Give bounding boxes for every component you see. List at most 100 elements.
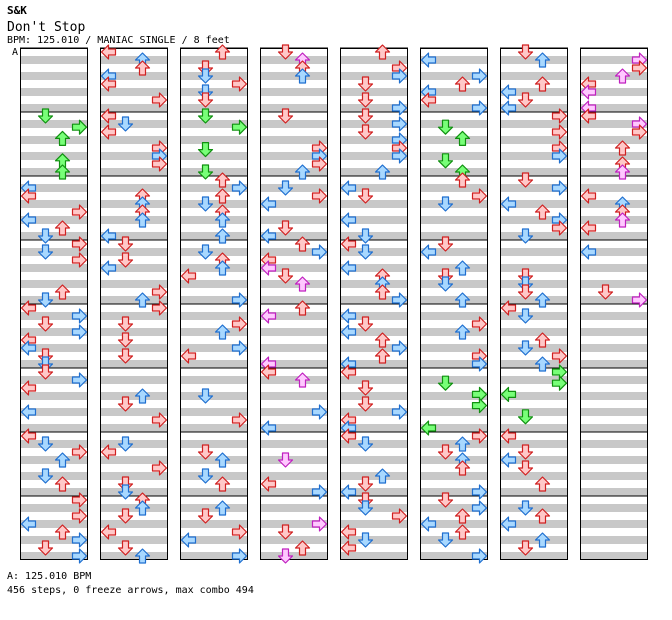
step-arrow-eighth [214,500,231,516]
step-arrow-eighth [231,340,248,356]
step-arrow-triplet [437,153,454,169]
step-arrow-eighth [20,516,37,532]
beat-band [420,168,488,176]
step-arrow-quarter [437,236,454,252]
step-arrow-eighth [54,452,71,468]
step-arrow-eighth [260,196,277,212]
step-arrow-eighth [214,260,231,276]
measure [20,47,88,112]
beat-band [20,536,88,544]
step-arrow-eighth [420,244,437,260]
beat-band [340,392,408,400]
beat-band [500,520,568,528]
step-arrow-quarter [517,172,534,188]
beat-band [340,360,408,368]
beat-band [260,248,328,256]
beat-band [100,104,168,112]
step-arrow-quarter [454,460,471,476]
beat-band [20,56,88,64]
beat-band [180,200,248,208]
beat-band [420,88,488,96]
beat-band [580,456,648,464]
beat-band [340,456,408,464]
beat-band [260,552,328,560]
step-arrow-sixteenth [631,292,648,308]
step-arrow-eighth [197,244,214,260]
measure [580,175,648,240]
step-arrow-eighth [420,52,437,68]
step-arrow-quarter [71,252,88,268]
step-arrow-quarter [117,396,134,412]
step-arrow-eighth [534,356,551,372]
step-arrow-eighth [517,500,534,516]
step-arrow-eighth [391,340,408,356]
step-arrow-quarter [54,476,71,492]
beat-band [260,360,328,368]
column-border [580,48,648,560]
step-arrow-quarter [517,460,534,476]
beat-band [180,456,248,464]
beat-band [180,56,248,64]
beat-band [340,88,408,96]
step-arrow-eighth [134,500,151,516]
beat-band [100,536,168,544]
step-arrow-sixteenth [260,308,277,324]
step-arrow-eighth [357,532,374,548]
step-arrow-eighth [260,228,277,244]
step-arrow-triplet [197,108,214,124]
beat-band [260,296,328,304]
beat-band [340,376,408,384]
step-arrow-quarter [357,188,374,204]
beat-band [340,440,408,448]
beat-band [260,200,328,208]
beat-band [180,408,248,416]
beat-band [260,424,328,432]
step-arrow-quarter [551,108,568,124]
step-arrow-eighth [214,324,231,340]
beat-band [20,552,88,560]
step-arrow-eighth [71,532,88,548]
step-arrow-eighth [214,212,231,228]
step-arrow-quarter [357,76,374,92]
beat-band [580,376,648,384]
beat-band [500,504,568,512]
beat-band [420,136,488,144]
beat-band [500,120,568,128]
step-arrow-eighth [340,308,357,324]
beat-band [100,472,168,480]
measure [580,367,648,432]
beat-band [260,264,328,272]
beat-band [180,232,248,240]
beat-band [580,392,648,400]
beat-band [580,488,648,496]
beat-band [20,360,88,368]
beat-band [180,552,248,560]
step-arrow-quarter [631,60,648,76]
beat-band [20,232,88,240]
step-arrow-sixteenth [294,276,311,292]
step-arrow-eighth [197,388,214,404]
beat-band [420,120,488,128]
measure [260,495,328,560]
beat-band [580,552,648,560]
beat-band [420,216,488,224]
beat-band [420,472,488,480]
step-arrow-sixteenth [277,548,294,564]
beat-band [20,344,88,352]
step-arrow-eighth [437,532,454,548]
step-arrow-quarter [37,364,54,380]
beat-band [580,504,648,512]
beat-band [260,488,328,496]
beat-band [500,552,568,560]
step-arrow-triplet [54,130,71,146]
step-arrow-eighth [277,180,294,196]
step-arrow-eighth [117,436,134,452]
beat-band [20,72,88,80]
measure [340,175,408,240]
step-arrow-quarter [117,348,134,364]
beat-band [580,408,648,416]
step-arrow-quarter [357,476,374,492]
step-arrow-quarter [471,428,488,444]
beat-band [580,168,648,176]
beat-band [340,552,408,560]
